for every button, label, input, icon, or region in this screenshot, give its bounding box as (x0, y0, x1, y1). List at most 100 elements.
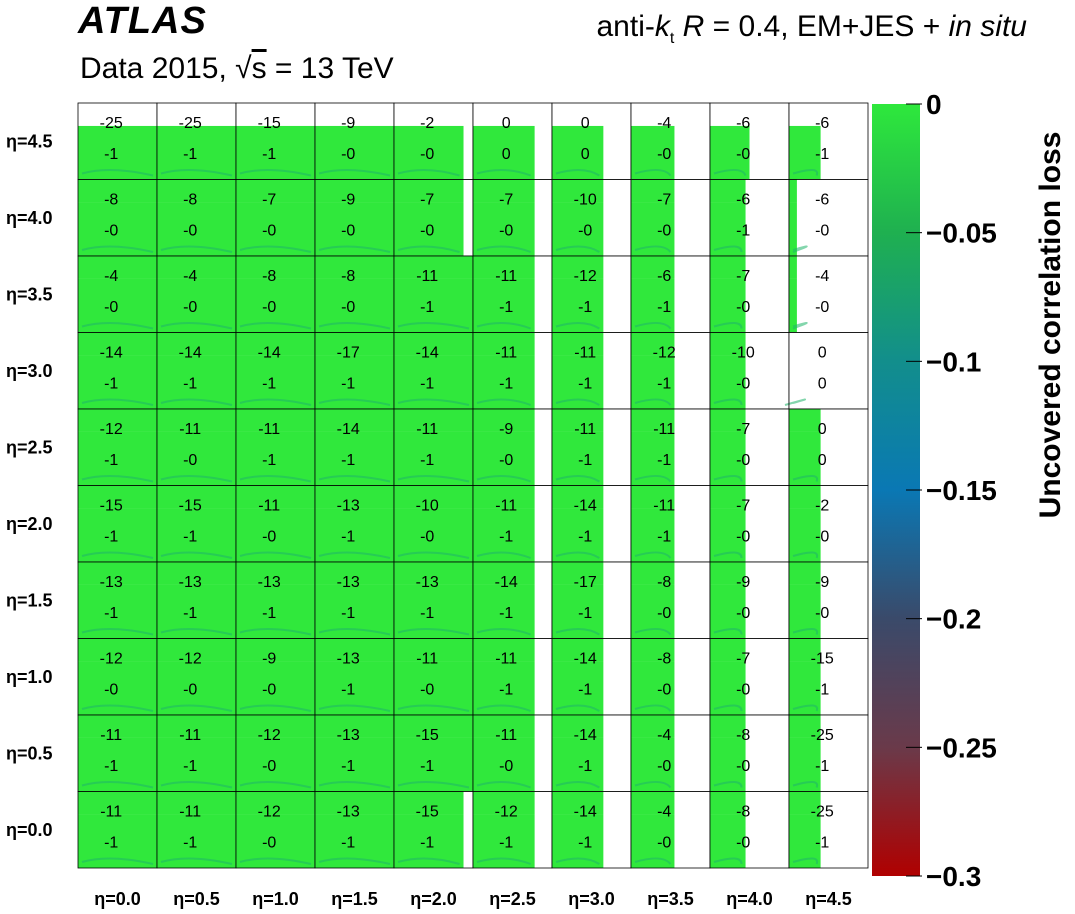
y-tick-label: η=3.0 (6, 361, 53, 381)
cell-top-value: -25 (811, 804, 834, 821)
x-tick-label: η=1.0 (252, 889, 299, 909)
jet-r: R (682, 10, 705, 43)
cell-structure (397, 627, 470, 636)
heatmap-cell: -11 -1 (235, 408, 316, 486)
cell-fill-upper (157, 485, 236, 509)
cell-structure (318, 627, 391, 636)
cell-bottom-value: -1 (341, 758, 355, 775)
cell-top-value: -14 (416, 345, 439, 362)
cell-top-value: -9 (815, 574, 829, 591)
cell-bottom-value: -1 (104, 835, 118, 852)
cell-bottom-value: -1 (104, 452, 118, 469)
heatmap-cell: -2 -0 (393, 102, 474, 180)
cell-bottom-value: -0 (420, 223, 434, 240)
cell-top-value: -7 (736, 651, 750, 668)
cell-top-value: -7 (420, 192, 434, 209)
cell-top-value: -11 (179, 421, 201, 438)
cell-fill-upper (473, 485, 535, 509)
cell-top-value: -10 (574, 192, 597, 209)
cell-top-value: -11 (495, 345, 517, 362)
cell-top-value: -9 (341, 192, 355, 209)
cell-structure (160, 704, 233, 712)
cell-fill-upper (552, 332, 604, 356)
heatmap-cell: -7 -0 (393, 179, 474, 257)
cell-bottom-value: -0 (815, 529, 829, 546)
cell-bottom-value: -1 (341, 682, 355, 699)
z-tick-label: −0.1 (926, 346, 981, 377)
heatmap-cell: -7 -0 (709, 408, 790, 486)
heatmap-cell: -12 -1 (630, 332, 711, 410)
cell-structure (476, 322, 531, 330)
heatmap-cell: -10 -0 (551, 179, 632, 257)
y-tick-label: η=4.0 (6, 208, 53, 228)
cell-fill-upper (78, 562, 157, 585)
cell-fill-upper (315, 179, 394, 203)
cell-top-value: -11 (574, 345, 596, 362)
cell-bottom-value: -1 (578, 835, 592, 852)
cell-bottom-value: -1 (578, 376, 592, 393)
cell-bottom-value: -1 (420, 605, 434, 622)
cell-fill-upper (157, 791, 236, 815)
cell-bottom-value: -1 (341, 605, 355, 622)
cell-fill-upper (394, 715, 473, 738)
cell-fill-upper (78, 409, 157, 432)
sqrt-arg: s (251, 52, 267, 85)
heatmap-cell: -8 -0 (709, 791, 790, 869)
cell-top-value: -7 (736, 498, 750, 515)
cell-top-value: -15 (811, 651, 834, 668)
cell-bottom-value: -0 (815, 299, 829, 316)
cell-structure (81, 474, 154, 483)
y-tick-label: η=2.5 (6, 437, 53, 457)
heatmap-cell: -11 -1 (472, 332, 553, 410)
heatmap-cell: -8 -0 (709, 714, 790, 792)
cell-bottom-value: -0 (736, 605, 750, 622)
cell-bottom-value: -1 (262, 452, 276, 469)
jet-k: k (654, 10, 670, 43)
cell-structure (239, 168, 312, 177)
cell-fill-upper (315, 485, 394, 509)
cell-structure (239, 474, 312, 483)
cell-top-value: -4 (104, 268, 118, 285)
cell-fill-upper (473, 409, 535, 432)
cell-fill-upper (631, 179, 675, 203)
heatmap-cell: -12 -0 (235, 791, 316, 869)
x-axis-labels: η=0.0 η=0.5 η=1.0 η=1.5 η=2.0 η=2.5 η=3.0 η=3.5… (94, 889, 852, 909)
cell-structure (239, 398, 312, 406)
cell-top-value: -11 (416, 268, 438, 285)
cell-bottom-value: -0 (657, 758, 671, 775)
cell-top-value: -13 (100, 574, 123, 591)
cell-bottom-value: -0 (104, 299, 118, 316)
cell-top-value: -8 (657, 651, 671, 668)
heatmap-cell: -13 -1 (314, 791, 395, 869)
cell-structure (318, 245, 391, 253)
heatmap-cell: -11 -0 (156, 408, 237, 486)
heatmap-cell: -10 -0 (393, 485, 474, 563)
cell-fill-upper (236, 715, 315, 738)
heatmap-cell: -4 -0 (156, 255, 237, 333)
cell-bottom-value: -0 (104, 223, 118, 240)
cell-bottom-value: -1 (499, 605, 513, 622)
cell-fill-upper (473, 715, 535, 738)
cell-top-value: -12 (100, 421, 123, 438)
heatmap-cell: -15 -1 (77, 485, 158, 563)
cell-top-value: -14 (574, 651, 597, 668)
cell-fill-upper (710, 256, 746, 279)
cell-structure (239, 704, 312, 712)
cell-structure (318, 168, 391, 177)
cell-top-value: -11 (416, 421, 438, 438)
cell-bottom-value: -0 (657, 146, 671, 163)
cell-bottom-value: -1 (657, 299, 671, 316)
x-tick-label: η=2.0 (410, 889, 457, 909)
cell-fill-upper (78, 256, 157, 279)
cell-bottom-value: -1 (815, 146, 829, 163)
cell-top-value: -8 (262, 268, 276, 285)
cell-fill-upper (552, 715, 604, 738)
cell-structure (792, 628, 819, 635)
cell-bottom-value: -0 (736, 146, 750, 163)
cell-structure (476, 628, 531, 636)
heatmap-cell: -25 -1 (788, 791, 869, 869)
cell-bottom-value: -0 (420, 529, 434, 546)
cell-bottom-value: -0 (341, 223, 355, 240)
cell-bottom-value: -1 (183, 758, 197, 775)
cell-bottom-value: -1 (657, 529, 671, 546)
